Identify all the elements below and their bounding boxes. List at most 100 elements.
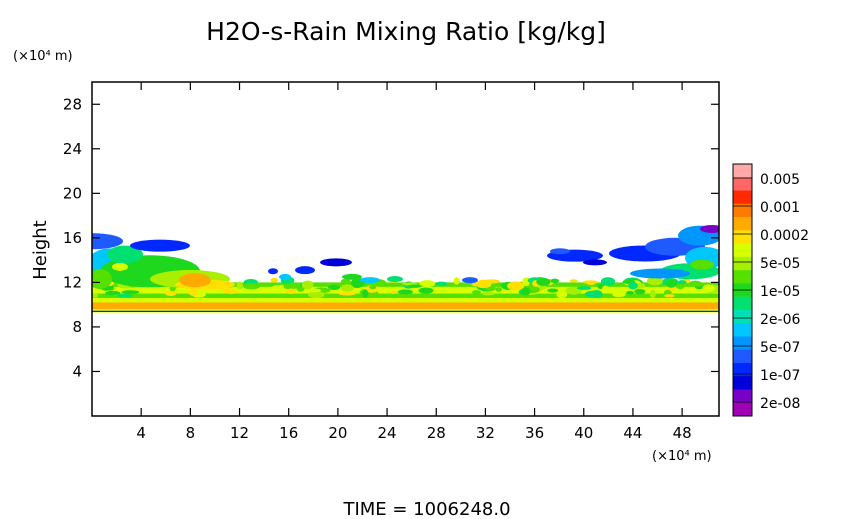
field-speckle xyxy=(397,289,413,295)
x-axis: 4 8 12 16 20 24 28 32 36 40 44 48 xyxy=(136,82,692,442)
field-speckle xyxy=(676,284,685,290)
field-speckle xyxy=(164,290,177,296)
field-cloud-left xyxy=(130,239,190,252)
field-core-right xyxy=(690,259,714,270)
field-speckle xyxy=(481,291,496,296)
plot-frame xyxy=(91,81,720,417)
y-axis: 4 8 12 16 20 24 28 xyxy=(63,95,719,380)
colorbar-label: 5e-07 xyxy=(760,340,800,356)
field-speckle xyxy=(536,277,551,286)
field-core-left xyxy=(179,273,211,288)
colorbar-swatch xyxy=(733,256,752,271)
field-cloud-mid xyxy=(295,266,315,275)
field-speckle xyxy=(471,282,489,287)
x-tick-label: 44 xyxy=(623,424,642,442)
field-speckle xyxy=(550,278,560,284)
x-tick-label: 28 xyxy=(427,424,446,442)
colorbar-swatch xyxy=(733,203,752,218)
field-speckle xyxy=(677,280,687,285)
field-speckle xyxy=(419,280,436,288)
field-speckle xyxy=(407,284,422,288)
y-axis-label: Height xyxy=(30,220,51,280)
field-speckle xyxy=(626,290,634,295)
field-cloud-right xyxy=(630,268,690,279)
field-speckle xyxy=(664,294,675,298)
field-speckle xyxy=(472,290,482,295)
x-tick-label: 32 xyxy=(476,424,495,442)
field-base-core xyxy=(92,302,719,310)
colorbar-label: 0.001 xyxy=(760,200,800,216)
x-tick-label: 20 xyxy=(328,424,347,442)
field-speckle xyxy=(586,280,596,285)
colorbar-label: 0.0002 xyxy=(760,228,809,244)
x-tick-label: 16 xyxy=(279,424,298,442)
field-speckle xyxy=(520,287,531,296)
field-cloud-right xyxy=(583,259,607,266)
field-speckle xyxy=(600,277,616,286)
field-cloud-mid xyxy=(342,273,362,280)
field-speckle xyxy=(495,287,502,292)
field-speckle xyxy=(272,284,287,290)
x-tick-label: 12 xyxy=(230,424,249,442)
field-speckle xyxy=(590,290,603,299)
field-speckle xyxy=(301,280,314,290)
colorbar-swatch xyxy=(733,309,752,324)
field-speckle xyxy=(601,285,609,293)
field-speckle xyxy=(687,282,704,287)
colorbar-swatch xyxy=(733,376,752,390)
colorbar-swatch xyxy=(733,217,752,231)
x-tick-label: 24 xyxy=(378,424,397,442)
y-tick-label: 12 xyxy=(63,273,82,291)
field-cloud-left xyxy=(92,233,123,250)
x-tick-label: 8 xyxy=(186,424,196,442)
field-speckle xyxy=(223,289,239,294)
field-cloud-left xyxy=(92,269,112,290)
colorbar: 0.005 0.001 0.0002 5e-05 1e-05 2e-06 5e-07 1e-0… xyxy=(732,163,809,417)
field-speckle xyxy=(285,288,297,295)
field-speckle xyxy=(702,284,715,293)
x-tick-label: 4 xyxy=(136,424,146,442)
field-speckle xyxy=(308,290,325,299)
field-speckle xyxy=(340,284,354,292)
field-cloud-mid xyxy=(462,277,478,284)
field-speckle xyxy=(547,288,559,293)
y-axis-unit: (×10⁴ m) xyxy=(13,49,73,64)
field-cloud-mid xyxy=(320,258,352,267)
field-speckle xyxy=(576,286,592,290)
field-speckle xyxy=(340,278,351,286)
field-speckle xyxy=(649,289,656,299)
colorbar-swatch xyxy=(733,190,752,205)
field-speckle xyxy=(188,289,199,296)
field-cloud-mid xyxy=(279,273,291,280)
field-speckle xyxy=(507,281,525,291)
colorbar-swatch xyxy=(733,270,752,284)
colorbar-label: 5e-05 xyxy=(760,256,800,272)
field-speckle xyxy=(307,288,321,293)
field-speckle xyxy=(635,283,646,289)
colorbar-swatch xyxy=(733,323,752,337)
time-footer: TIME = 1006248.0 xyxy=(342,499,510,519)
colorbar-swatch xyxy=(733,230,752,244)
field-speckle xyxy=(435,281,448,286)
field-speckle xyxy=(665,279,678,288)
field-speckle xyxy=(418,287,434,294)
field-speckle xyxy=(105,290,121,296)
field-cloud-right xyxy=(700,224,719,233)
field-speckle xyxy=(628,281,638,290)
field-speckle xyxy=(453,277,460,285)
field-cloud-mid xyxy=(268,268,278,275)
y-tick-label: 8 xyxy=(72,318,82,336)
colorbar-swatch xyxy=(733,389,752,404)
y-tick-label: 20 xyxy=(63,184,82,202)
colorbar-label: 0.005 xyxy=(760,172,800,188)
x-axis-unit: (×10⁴ m) xyxy=(652,449,712,464)
y-tick-label: 16 xyxy=(63,229,82,247)
field-speckle xyxy=(569,279,578,283)
colorbar-swatch xyxy=(733,349,752,364)
field-cloud-mid xyxy=(360,277,380,284)
x-tick-label: 48 xyxy=(673,424,692,442)
field-core-left xyxy=(112,262,128,271)
y-tick-label: 28 xyxy=(63,95,82,113)
y-tick-label: 4 xyxy=(72,362,82,380)
